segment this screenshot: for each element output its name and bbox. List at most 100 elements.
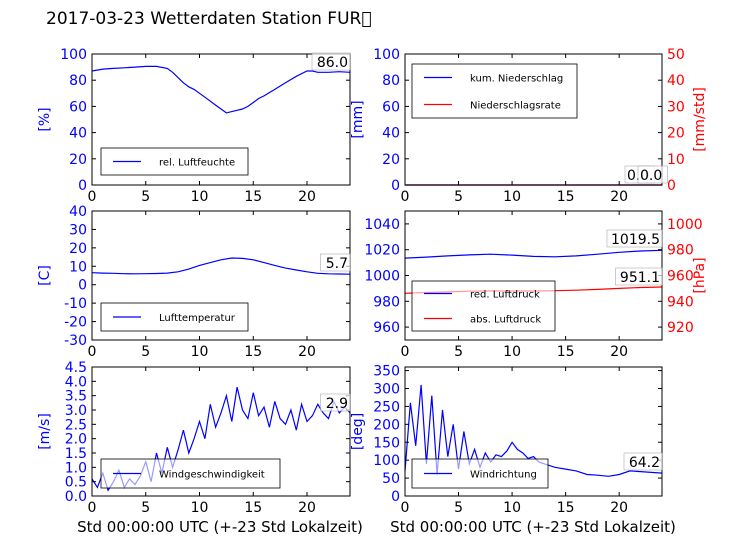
x-tick-label: 15 (244, 344, 262, 360)
y-tick-label-left: 40 (69, 126, 87, 142)
x-tick-label: 10 (503, 189, 521, 205)
y-tick-label-right: 30 (667, 99, 685, 115)
x-tick-label: 10 (503, 500, 521, 516)
y-tick-label-left: -10 (64, 296, 87, 312)
x-tick-label: 10 (191, 344, 209, 360)
annotation-box (320, 393, 351, 412)
annotation-label: 0.0 (640, 168, 662, 184)
y-tick-label-left: 60 (69, 99, 87, 115)
x-tick-label: 20 (298, 189, 316, 205)
y-tick-label-left: 300 (373, 382, 400, 398)
y-tick-label-left: 1.0 (65, 460, 87, 476)
x-tick-label: 15 (557, 500, 575, 516)
y-tick-label-right: 940 (667, 294, 694, 310)
legend-label: Niederschlagsrate (470, 101, 561, 112)
x-tick-label: 5 (454, 189, 463, 205)
y-tick-label-left: 0 (391, 489, 400, 505)
y-tick-label-left: 4.0 (65, 374, 87, 390)
y-axis-label-left: [deg] (350, 413, 366, 450)
x-tick-label: 0 (401, 500, 410, 516)
x-tick-label: 10 (503, 344, 521, 360)
y-tick-label-left: 0.0 (65, 489, 87, 505)
y-tick-label-right: 920 (667, 320, 694, 336)
y-tick-label-left: 1020 (364, 243, 400, 259)
legend-label: Windgeschwindigkeit (159, 470, 265, 481)
y-tick-label-right: 40 (667, 73, 685, 89)
x-tick-label: 15 (557, 344, 575, 360)
annotation-label: 951.1 (620, 270, 660, 286)
pressure-chart: 0 5 10 15 20 960 980 1000 1020 1040 920 940 960 980 10… (364, 210, 708, 360)
figure-title: 2017-03-23 Wetterdaten Station FUR  (46, 9, 372, 29)
y-tick-label-right: 0 (667, 178, 676, 194)
y-tick-label-left: 40 (69, 204, 87, 220)
x-tick-label: 10 (191, 500, 209, 516)
legend-label: abs. Luftdruck (470, 315, 541, 326)
x-tick-label: 0 (88, 189, 97, 205)
y-tick-label-left: -20 (64, 315, 87, 331)
series-line-humidity-0 (91, 65, 351, 114)
x-tick-label: 5 (454, 344, 463, 360)
humidity-chart: 0 5 10 15 20 0 20 40 60 80 100 [%] 86.0 rel. Luftfeuc… (37, 47, 351, 205)
legend-label: rel. Luftfeuchte (159, 158, 235, 169)
y-tick-label-left: 350 (373, 364, 400, 380)
y-axis-label-left: [mm] (350, 100, 366, 138)
y-tick-label-left: 2.0 (65, 432, 87, 448)
y-tick-label-right: 10 (667, 152, 685, 168)
x-axis-label-left: Std 00:00:00 UTC (+-23 Std Lokalzeit) (77, 518, 363, 536)
windspeed-chart: 0 5 10 15 20 0.00.51.01.52.02.53.03.54.04.5 [m… (37, 360, 351, 516)
y-tick-label-left: 20 (69, 152, 87, 168)
y-tick-label-left: 100 (60, 47, 87, 63)
annotation-box (615, 267, 663, 286)
annotation-label: 2.9 (326, 396, 348, 412)
y-tick-label-left: 50 (382, 471, 400, 487)
y-tick-label-left: 980 (373, 294, 400, 310)
x-tick-label: 5 (141, 344, 150, 360)
y-tick-label-right: 20 (667, 126, 685, 142)
y-tick-label-left: 150 (373, 435, 400, 451)
annotation-label: 64.2 (629, 455, 660, 471)
x-tick-label: 5 (141, 189, 150, 205)
annotation-box (320, 253, 351, 272)
plot-frame-temperature (91, 210, 351, 341)
x-tick-label: 20 (298, 344, 316, 360)
plot-frame-precipitation (404, 53, 663, 186)
x-tick-label: 0 (401, 344, 410, 360)
plot-frame-winddirection (404, 366, 663, 497)
annotation-box (637, 165, 668, 184)
y-tick-label-left: 0 (78, 278, 87, 294)
legend-box (411, 63, 578, 119)
y-tick-label-left: 30 (69, 222, 87, 238)
y-tick-label-left: 20 (69, 241, 87, 257)
y-tick-label-left: 1000 (364, 269, 400, 285)
plot-frame-windspeed (91, 366, 351, 497)
y-axis-label-right: [hPa] (692, 257, 708, 293)
y-axis-label-left: [%] (37, 107, 53, 131)
y-tick-label-left: 60 (382, 99, 400, 115)
y-tick-label-left: 80 (69, 73, 87, 89)
y-tick-label-left: 100 (373, 47, 400, 63)
series-line-pressure-0 (404, 249, 663, 259)
y-tick-label-left: 200 (373, 417, 400, 433)
y-axis-label-left: [m/s] (37, 413, 53, 450)
x-tick-label: 20 (610, 500, 628, 516)
y-tick-label-left: 4.5 (65, 360, 87, 376)
x-tick-label: 20 (610, 344, 628, 360)
y-tick-label-right: 960 (667, 269, 694, 285)
y-tick-label-left: 1.5 (65, 446, 87, 462)
y-tick-label-left: 1040 (364, 217, 400, 233)
x-tick-label: 15 (244, 189, 262, 205)
y-tick-label-left: 80 (382, 73, 400, 89)
y-tick-label-left: 960 (373, 320, 400, 336)
y-tick-label-left: 40 (382, 126, 400, 142)
x-tick-label: 15 (244, 500, 262, 516)
x-tick-label: 0 (88, 344, 97, 360)
x-tick-label: 10 (191, 189, 209, 205)
y-tick-label-left: 3.5 (65, 389, 87, 405)
annotation-label: 86.0 (317, 55, 348, 71)
x-tick-label: 0 (401, 189, 410, 205)
y-axis-label-right: [mm/std] (692, 87, 708, 152)
annotation-box (311, 52, 351, 71)
y-tick-label-left: 250 (373, 399, 400, 415)
plot-frame-humidity (91, 53, 351, 186)
x-tick-label: 20 (610, 189, 628, 205)
